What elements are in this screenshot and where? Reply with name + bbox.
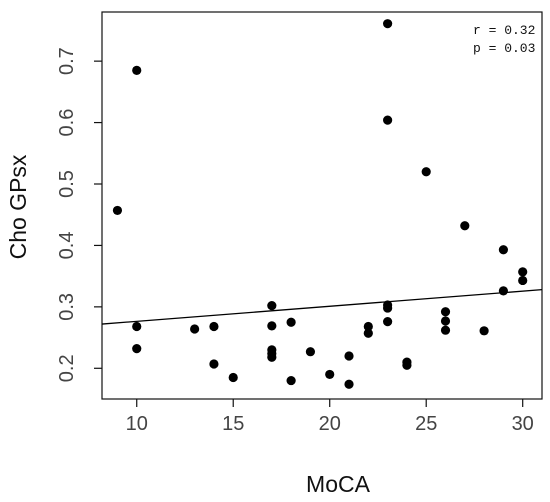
y-axis: 0.2 0.3 0.4 0.5 0.6 0.7 bbox=[56, 47, 102, 382]
data-point bbox=[325, 369, 335, 380]
data-point bbox=[460, 221, 470, 231]
data-point bbox=[363, 328, 373, 338]
data-point bbox=[498, 245, 509, 255]
plot-frame bbox=[101, 11, 543, 400]
y-tick-label: 0.2 bbox=[56, 354, 78, 382]
data-point bbox=[112, 205, 123, 216]
data-point bbox=[440, 325, 451, 335]
data-point bbox=[286, 375, 296, 386]
data-point bbox=[267, 321, 277, 331]
data-point bbox=[344, 379, 354, 389]
data-point bbox=[209, 359, 219, 369]
y-tick-label: 0.5 bbox=[56, 170, 78, 198]
data-point bbox=[132, 321, 142, 332]
data-point bbox=[518, 267, 528, 277]
x-axis-title: MoCA bbox=[306, 471, 371, 497]
stat-p-annotation: p = 0.03 bbox=[473, 41, 535, 56]
y-tick-label: 0.4 bbox=[56, 232, 78, 260]
data-point bbox=[305, 347, 316, 357]
data-point bbox=[479, 326, 489, 336]
x-tick-label: 20 bbox=[319, 413, 341, 435]
regression-line bbox=[101, 289, 543, 325]
data-point bbox=[402, 360, 412, 370]
data-point bbox=[440, 307, 451, 317]
data-point bbox=[267, 352, 277, 362]
data-point bbox=[383, 303, 393, 313]
data-point bbox=[383, 19, 393, 29]
data-point bbox=[132, 344, 142, 354]
x-tick-label: 25 bbox=[415, 413, 437, 435]
regression-line-layer bbox=[101, 289, 543, 325]
data-point bbox=[344, 351, 354, 361]
data-points bbox=[112, 19, 528, 389]
x-tick-label: 30 bbox=[512, 413, 534, 435]
data-point bbox=[132, 65, 142, 75]
data-point bbox=[267, 301, 277, 311]
data-point bbox=[421, 167, 431, 177]
x-axis: 10 15 20 25 30 bbox=[126, 399, 534, 435]
y-axis-title: Cho GPsx bbox=[5, 154, 31, 259]
y-tick-label: 0.7 bbox=[56, 47, 78, 75]
data-point bbox=[209, 321, 219, 332]
data-point bbox=[383, 115, 393, 125]
data-point bbox=[498, 286, 509, 296]
x-tick-label: 15 bbox=[222, 413, 244, 435]
data-point bbox=[383, 317, 393, 327]
x-tick-label: 10 bbox=[126, 413, 148, 435]
data-point bbox=[228, 372, 238, 383]
stat-r-annotation: r = 0.32 bbox=[473, 23, 535, 38]
y-tick-label: 0.3 bbox=[56, 293, 78, 321]
data-point bbox=[286, 317, 296, 327]
data-point bbox=[363, 321, 373, 332]
data-point bbox=[440, 316, 451, 326]
data-point bbox=[518, 275, 528, 286]
y-tick-label: 0.6 bbox=[56, 109, 78, 137]
data-point bbox=[190, 324, 200, 334]
